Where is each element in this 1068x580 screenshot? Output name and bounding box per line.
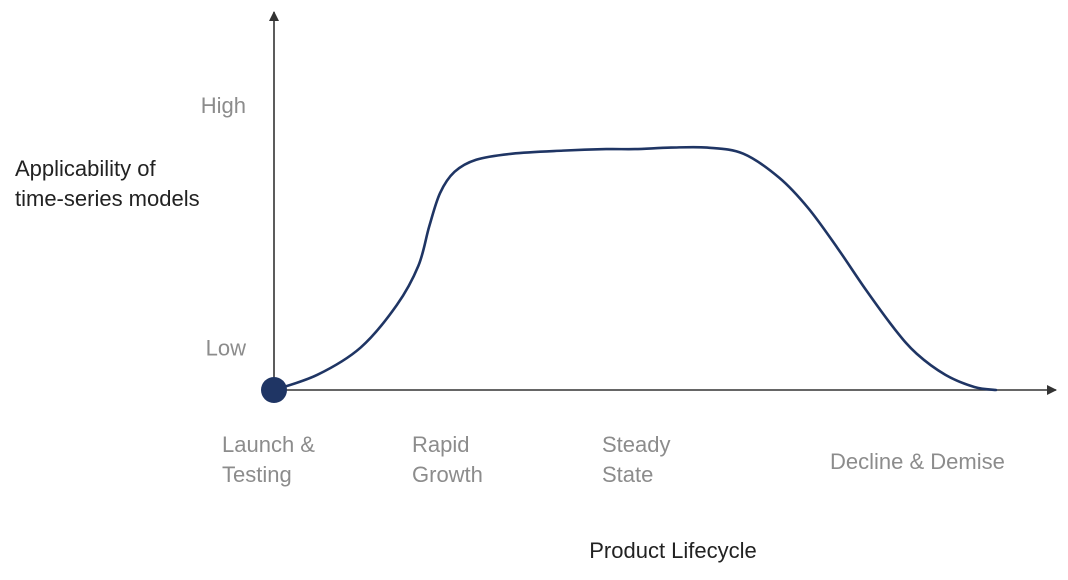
y-tick-labels: Low High [201, 93, 246, 360]
x-category-label-line: Growth [412, 462, 483, 487]
x-category-label: Launch & Testing [222, 432, 315, 487]
y-tick-label: High [201, 93, 246, 118]
x-category-label: Steady State [602, 432, 671, 487]
x-tick-labels: Launch & Testing Rapid Growth Steady State Dec… [222, 432, 1005, 487]
origin-marker [261, 377, 287, 403]
y-tick-label: Low [206, 336, 246, 361]
x-axis-title: Product Lifecycle [589, 538, 757, 563]
x-category-label-line: Steady [602, 432, 671, 457]
y-axis-title: Applicability of time-series models [15, 156, 200, 211]
y-axis-title-line: time-series models [15, 186, 200, 211]
x-category-label: Decline & Demise [830, 449, 1005, 474]
x-category-label-line: Rapid [412, 432, 469, 457]
x-category-label-line: Launch & [222, 432, 315, 457]
series-line [272, 145, 998, 392]
y-axis-title-line: Applicability of [15, 156, 157, 181]
x-category-label-line: State [602, 462, 653, 487]
x-category-label-line: Testing [222, 462, 292, 487]
x-category-label: Rapid Growth [412, 432, 483, 487]
